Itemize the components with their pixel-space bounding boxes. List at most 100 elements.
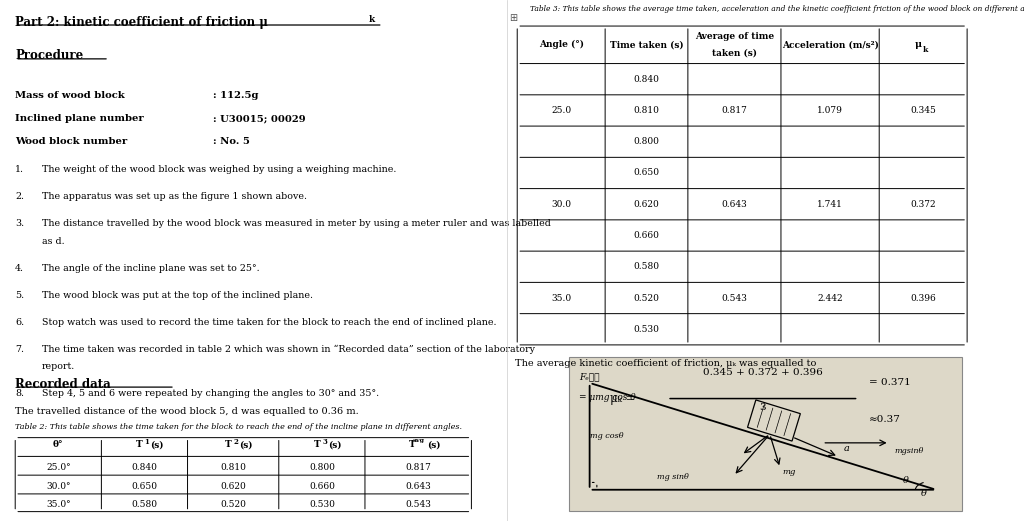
Text: k: k — [369, 15, 375, 23]
Text: : U30015; 00029: : U30015; 00029 — [213, 114, 305, 123]
Text: μ: μ — [914, 40, 922, 49]
Text: k: k — [923, 46, 929, 54]
Text: θ: θ — [921, 489, 927, 498]
Text: 0.660: 0.660 — [309, 481, 335, 491]
Text: 0.530: 0.530 — [309, 500, 335, 509]
Text: 5.: 5. — [15, 291, 25, 300]
Bar — [569, 357, 962, 511]
Text: 1.741: 1.741 — [817, 200, 843, 209]
Text: 0.650: 0.650 — [634, 168, 659, 178]
Text: 2: 2 — [233, 438, 239, 445]
Text: 2.: 2. — [15, 192, 25, 201]
Text: 25.0°: 25.0° — [46, 463, 71, 472]
Text: 0.620: 0.620 — [634, 200, 659, 209]
Text: 30.0: 30.0 — [551, 200, 571, 209]
Text: Acceleration (m/s²): Acceleration (m/s²) — [781, 40, 879, 49]
Text: Time taken (s): Time taken (s) — [609, 40, 683, 49]
Text: Average of time: Average of time — [695, 32, 774, 42]
Text: T: T — [313, 440, 321, 449]
Text: The angle of the incline plane was set to 25°.: The angle of the incline plane was set t… — [42, 264, 259, 272]
Text: 0.345 + 0.372 + 0.396: 0.345 + 0.372 + 0.396 — [703, 368, 822, 377]
Text: Inclined plane number: Inclined plane number — [15, 114, 144, 123]
Text: 30.0°: 30.0° — [46, 481, 71, 491]
Text: = μmg cos θ: = μmg cos θ — [580, 393, 636, 402]
Text: Step 4, 5 and 6 were repeated by changing the angles to 30° and 35°.: Step 4, 5 and 6 were repeated by changin… — [42, 389, 379, 398]
Text: The apparatus was set up as the figure 1 shown above.: The apparatus was set up as the figure 1… — [42, 192, 306, 201]
Text: as d.: as d. — [42, 237, 65, 245]
Text: (s): (s) — [427, 440, 440, 449]
Text: T: T — [224, 440, 231, 449]
Text: 0.840: 0.840 — [131, 463, 158, 472]
Text: 0.810: 0.810 — [634, 106, 659, 115]
Text: 35.0: 35.0 — [551, 293, 571, 303]
Text: : 112.5g: : 112.5g — [213, 91, 258, 100]
Text: The wood block was put at the top of the inclined plane.: The wood block was put at the top of the… — [42, 291, 312, 300]
Text: 0.345: 0.345 — [910, 106, 936, 115]
Text: Wood block number: Wood block number — [15, 137, 127, 146]
Text: 0.520: 0.520 — [634, 293, 659, 303]
Text: mgsinθ: mgsinθ — [895, 447, 924, 455]
Text: (s): (s) — [151, 440, 164, 449]
Text: 0.620: 0.620 — [220, 481, 246, 491]
Text: 0.810: 0.810 — [220, 463, 246, 472]
Text: 0.396: 0.396 — [910, 293, 936, 303]
Text: 0.543: 0.543 — [722, 293, 748, 303]
Text: Table 3: This table shows the average time taken, acceleration and the kinetic c: Table 3: This table shows the average ti… — [530, 5, 1024, 13]
Text: 0.800: 0.800 — [309, 463, 335, 472]
Text: 0.643: 0.643 — [406, 481, 431, 491]
Text: 0.660: 0.660 — [634, 231, 659, 240]
Text: avg: avg — [414, 438, 425, 443]
Text: 2.442: 2.442 — [817, 293, 843, 303]
Text: 0.840: 0.840 — [634, 75, 659, 84]
Text: 0.580: 0.580 — [634, 262, 659, 271]
Text: 7.: 7. — [15, 345, 25, 354]
Text: θ: θ — [902, 476, 908, 485]
Text: mg sinθ: mg sinθ — [656, 473, 689, 481]
Text: 0.817: 0.817 — [406, 463, 431, 472]
Text: 6.: 6. — [15, 318, 25, 327]
Text: Recorded data: Recorded data — [15, 378, 111, 391]
Text: The travelled distance of the wood block 5, d was equalled to 0.36 m.: The travelled distance of the wood block… — [15, 407, 359, 416]
Text: 1.079: 1.079 — [817, 106, 843, 115]
Text: Part 2: kinetic coefficient of friction μ: Part 2: kinetic coefficient of friction … — [15, 16, 268, 29]
Text: mg: mg — [782, 468, 796, 476]
Text: 0.800: 0.800 — [634, 137, 659, 146]
Text: 3: 3 — [760, 403, 766, 412]
Text: 1.: 1. — [15, 165, 25, 174]
Text: report.: report. — [42, 362, 75, 371]
Text: 0.520: 0.520 — [220, 500, 246, 509]
Text: a: a — [844, 444, 850, 453]
Text: The average kinetic coefficient of friction, μₖ was equalled to: The average kinetic coefficient of frict… — [515, 359, 816, 368]
Text: (s): (s) — [328, 440, 341, 449]
Text: 0.543: 0.543 — [406, 500, 431, 509]
Text: 0.530: 0.530 — [634, 325, 659, 334]
Text: 0.817: 0.817 — [722, 106, 748, 115]
Text: Mass of wood block: Mass of wood block — [15, 91, 125, 100]
Text: mg cosθ: mg cosθ — [590, 431, 624, 440]
Text: 3: 3 — [322, 438, 327, 445]
Text: The distance travelled by the wood block was measured in meter by using a meter : The distance travelled by the wood block… — [42, 219, 551, 228]
Text: 3.: 3. — [15, 219, 25, 228]
Text: 0.372: 0.372 — [910, 200, 936, 209]
Text: (s): (s) — [239, 440, 253, 449]
Text: 0.580: 0.580 — [131, 500, 158, 509]
Text: 4.: 4. — [15, 264, 25, 272]
Text: Angle (°): Angle (°) — [539, 40, 584, 49]
Text: 35.0°: 35.0° — [46, 500, 71, 509]
Text: T: T — [136, 440, 142, 449]
Text: taken (s): taken (s) — [712, 48, 757, 57]
Text: 1: 1 — [144, 438, 150, 445]
Text: The time taken was recorded in table 2 which was shown in “Recorded data” sectio: The time taken was recorded in table 2 w… — [42, 345, 535, 354]
Text: 0.650: 0.650 — [131, 481, 158, 491]
Text: θ°: θ° — [53, 440, 63, 449]
Text: ≈0.37: ≈0.37 — [868, 415, 901, 424]
Text: FₑⲜⲜ: FₑⲜⲜ — [580, 373, 600, 381]
Text: : No. 5: : No. 5 — [213, 137, 250, 146]
Text: 25.0: 25.0 — [551, 106, 571, 115]
Text: The weight of the wood block was weighed by using a weighing machine.: The weight of the wood block was weighed… — [42, 165, 396, 174]
Text: 8.: 8. — [15, 389, 25, 398]
Text: 0.643: 0.643 — [722, 200, 748, 209]
Text: ⊞: ⊞ — [510, 13, 517, 23]
Text: T: T — [409, 440, 416, 449]
Text: = 0.371: = 0.371 — [868, 378, 910, 388]
